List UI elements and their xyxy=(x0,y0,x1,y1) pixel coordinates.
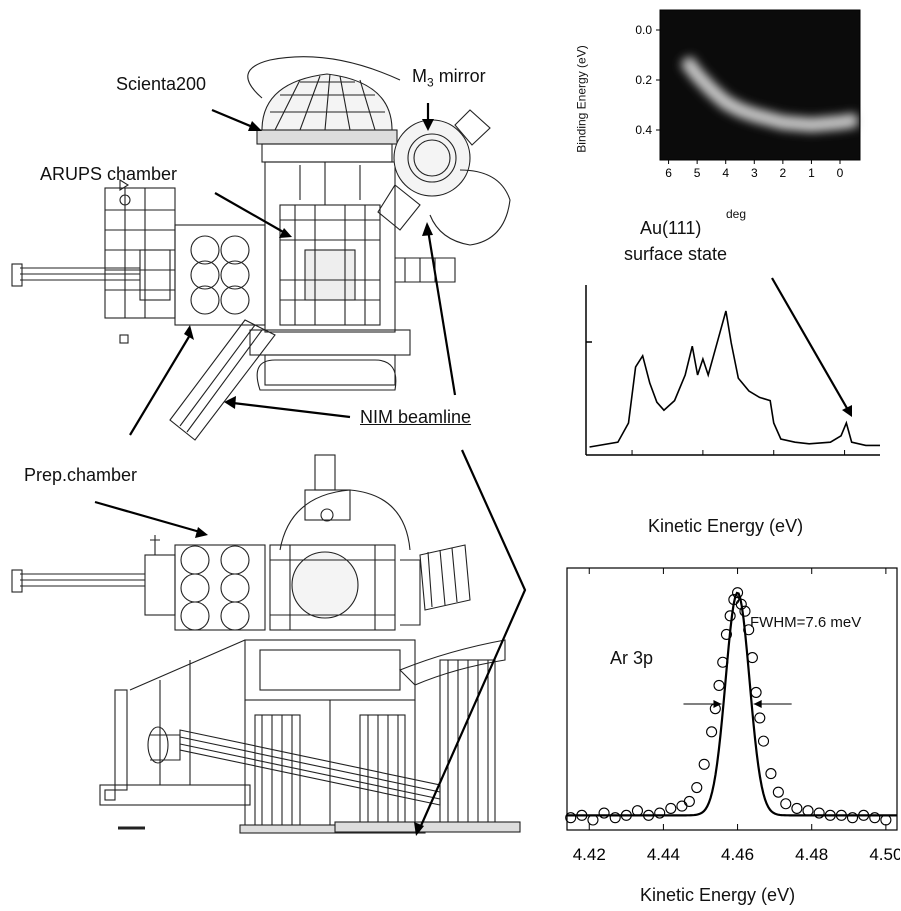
prep-chamber-label: Prep.chamber xyxy=(24,465,138,485)
m3-mirror-label: M3 mirror xyxy=(412,66,486,90)
ar3p-label: Ar 3p xyxy=(610,648,654,668)
ar3p-data-point xyxy=(691,781,703,794)
ar3p-xtick-label: 4.44 xyxy=(647,845,680,864)
spectrum-line xyxy=(589,310,880,448)
nim-beamline-label: NIM beamline xyxy=(360,407,472,427)
ar3p-data-point xyxy=(576,809,588,821)
ar3p-data-point xyxy=(765,768,777,780)
arpes-ytick-label: 0.2 xyxy=(635,73,652,87)
ar3p-data-point xyxy=(698,758,710,770)
spectrum-xtick-label: 16eV xyxy=(825,468,865,470)
ar3p-data-point xyxy=(835,809,847,821)
ar3p-data-point xyxy=(743,624,755,636)
spectrum-xtick-label: 14 xyxy=(764,468,783,470)
ar3p-data-point xyxy=(732,587,744,599)
fwhm-right-arrowhead xyxy=(753,700,762,708)
heatmap-background xyxy=(660,10,860,160)
arups-chamber-label: ARUPS chamber xyxy=(40,164,178,184)
side-view-drawing xyxy=(11,454,521,834)
ar3p-data-point xyxy=(813,807,825,819)
ar3p-data-point xyxy=(620,809,632,821)
ar3p-data-point xyxy=(683,795,695,807)
ar3p-xtick-label: 4.42 xyxy=(573,845,606,864)
arpes-xtick-label: 1 xyxy=(808,166,815,180)
ar3p-data-point xyxy=(802,805,814,817)
spectrum-chart-panel: 10 12 14 16eV xyxy=(585,285,880,470)
fwhm-label: FWHM=7.6 meV xyxy=(750,614,862,631)
ar3p-data-point xyxy=(735,598,747,610)
arpes-xlabel: deg xyxy=(726,207,747,221)
m3-mirror-rest: mirror xyxy=(433,66,486,86)
arpes-ytick-label: 0.0 xyxy=(635,23,652,37)
ar3p-xlabel: Kinetic Energy (eV) xyxy=(640,885,796,905)
fwhm-left-arrowhead xyxy=(713,700,722,708)
band-dispersion-core xyxy=(684,59,858,127)
ar3p-data-point xyxy=(858,809,870,821)
ar3p-data-point xyxy=(587,814,599,826)
ar3p-xtick-label: 4.50 xyxy=(869,845,900,864)
surface-state-label: surface state xyxy=(624,244,728,264)
ar3p-data-point xyxy=(654,807,666,819)
spectrum-xtick-label: 12 xyxy=(693,468,712,470)
ar3p-data-point xyxy=(631,805,643,817)
ar3p-data-point xyxy=(754,712,766,724)
arpes-xtick-label: 0 xyxy=(837,166,844,180)
arpes-xtick-label: 2 xyxy=(780,166,787,180)
ar3p-data-point xyxy=(824,809,836,821)
arpes-ylabel: Binding Energy (eV) xyxy=(574,45,589,153)
ar3p-data-point xyxy=(565,812,577,824)
ar3p-data-point xyxy=(869,812,881,824)
ar3p-xtick-label: 4.48 xyxy=(795,845,828,864)
ar3p-data-point xyxy=(739,605,751,617)
arrow-heads xyxy=(184,119,852,836)
ar3p-frame xyxy=(566,567,898,831)
callout-arrows xyxy=(94,103,849,829)
spectrum-xtick-label: 10 xyxy=(623,468,642,470)
arpes-heatmap-panel: 0.0 0.2 0.4 6 5 4 3 2 1 0 xyxy=(635,9,861,180)
ar3p-data-point xyxy=(643,809,655,821)
arpes-xtick-label: 3 xyxy=(751,166,758,180)
ar3p-data-point xyxy=(676,800,688,812)
ar3p-data-point xyxy=(720,628,732,640)
ar3p-data-point xyxy=(746,652,758,664)
ar3p-data-point xyxy=(846,812,859,824)
m3-mirror-main: M xyxy=(412,66,427,86)
ar3p-data-point xyxy=(609,812,621,824)
ar3p-data-point xyxy=(780,798,792,810)
ar3p-data-point xyxy=(724,610,736,622)
ar3p-data-point xyxy=(706,726,718,738)
ar3p-data-point xyxy=(880,814,892,826)
spectrum-xlabel: Kinetic Energy (eV) xyxy=(648,516,804,536)
m3-mirror-subscript: 3 xyxy=(427,75,434,90)
ar3p-data-point xyxy=(791,802,803,814)
top-view-drawing xyxy=(11,56,511,441)
ar3p-data-point xyxy=(717,656,729,668)
scienta-label: Scienta200 xyxy=(116,74,207,94)
ar3p-data-point xyxy=(750,686,762,698)
ar3p-data-point xyxy=(757,735,770,747)
arpes-ytick-label: 0.4 xyxy=(635,123,652,137)
ar3p-xtick-label: 4.46 xyxy=(721,845,754,864)
ar3p-data-point xyxy=(772,786,784,798)
ar3p-data-point xyxy=(665,802,677,814)
ar3p-chart-panel: 4.42 4.44 4.46 4.48 4.50 xyxy=(565,567,900,864)
ar3p-data-point xyxy=(598,807,610,819)
arpes-xtick-label: 5 xyxy=(694,166,701,180)
ar3p-data-point xyxy=(713,679,725,691)
arpes-xtick-label: 4 xyxy=(722,166,729,180)
au111-label: Au(111) xyxy=(640,218,702,238)
arpes-frame xyxy=(659,9,861,161)
arpes-xtick-label: 6 xyxy=(665,166,672,180)
ar3p-fit-curve xyxy=(567,591,897,817)
